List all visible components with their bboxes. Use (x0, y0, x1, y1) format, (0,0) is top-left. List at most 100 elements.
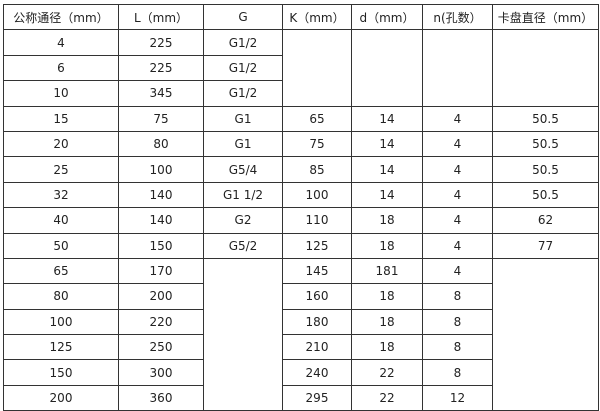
cell-thread-g: G1/2 (203, 29, 283, 56)
cell-k: 240 (282, 359, 352, 386)
cell-hole-count: 4 (422, 105, 493, 132)
header-length: L（mm） (118, 3, 204, 31)
cell-nominal-diameter: 65 (3, 257, 119, 285)
table-row: 6 225 G1/2 (3, 54, 599, 82)
cell-d: 18 (351, 283, 423, 310)
cell-length: 300 (118, 359, 204, 386)
cell-k: 110 (282, 207, 352, 234)
cell-d: 181 (351, 257, 423, 285)
cell-thread-g: G1/2 (203, 54, 283, 82)
cell-k: 85 (282, 156, 352, 183)
cell-thread-g: G2 (203, 207, 283, 234)
cell-k: 295 (282, 384, 352, 411)
cell-nominal-diameter: 125 (3, 334, 119, 361)
cell-length: 225 (118, 29, 204, 56)
table-row: 200 360 295 22 12 (3, 384, 599, 411)
table-row: 25 100 G5/4 85 14 4 50.5 (3, 156, 599, 183)
cell-k: 180 (282, 308, 352, 336)
cell-hole-count: 4 (422, 130, 493, 158)
cell-k: 75 (282, 130, 352, 158)
header-chuck-diameter: 卡盘直径（mm） (492, 3, 599, 31)
cell-thread-g: G1/2 (203, 80, 283, 107)
cell-d (351, 29, 423, 107)
cell-k: 125 (282, 232, 352, 259)
cell-thread-g: G5/4 (203, 156, 283, 183)
cell-length: 225 (118, 54, 204, 82)
cell-length: 345 (118, 80, 204, 107)
cell-d: 14 (351, 156, 423, 183)
cell-length: 170 (118, 257, 204, 285)
table-row: 125 250 210 18 8 (3, 334, 599, 361)
cell-nominal-diameter: 10 (3, 80, 119, 107)
cell-hole-count: 4 (422, 181, 493, 209)
cell-nominal-diameter: 15 (3, 105, 119, 132)
cell-thread-g (203, 257, 283, 411)
cell-thread-g: G5/2 (203, 232, 283, 259)
cell-hole-count: 4 (422, 257, 493, 285)
cell-nominal-diameter: 200 (3, 384, 119, 411)
header-k: K（mm） (282, 3, 352, 31)
header-nominal-diameter: 公称通径（mm） (3, 3, 119, 31)
table-row: 50 150 G5/2 125 18 4 77 (3, 232, 599, 259)
cell-length: 250 (118, 334, 204, 361)
header-row: 公称通径（mm） L（mm） G K（mm） d（mm） n(孔数） 卡盘直径（mm） (3, 3, 599, 31)
header-thread-g: G (203, 3, 283, 31)
cell-nominal-diameter: 40 (3, 207, 119, 234)
cell-nominal-diameter: 50 (3, 232, 119, 259)
cell-d: 22 (351, 359, 423, 386)
cell-k: 100 (282, 181, 352, 209)
cell-chuck-diameter: 50.5 (492, 105, 599, 132)
cell-length: 80 (118, 130, 204, 158)
cell-d: 18 (351, 232, 423, 259)
cell-k (282, 29, 352, 107)
cell-thread-g: G1 (203, 105, 283, 132)
header-hole-count: n(孔数） (422, 3, 493, 31)
cell-chuck-diameter: 50.5 (492, 130, 599, 158)
cell-hole-count: 4 (422, 232, 493, 259)
cell-length: 200 (118, 283, 204, 310)
cell-chuck-diameter: 62 (492, 207, 599, 234)
table-row: 15 75 G1 65 14 4 50.5 (3, 105, 599, 132)
cell-hole-count: 4 (422, 207, 493, 234)
cell-nominal-diameter: 20 (3, 130, 119, 158)
cell-nominal-diameter: 100 (3, 308, 119, 336)
cell-k: 160 (282, 283, 352, 310)
cell-d: 22 (351, 384, 423, 411)
cell-hole-count: 8 (422, 359, 493, 386)
cell-nominal-diameter: 25 (3, 156, 119, 183)
cell-length: 150 (118, 232, 204, 259)
cell-d: 14 (351, 181, 423, 209)
cell-chuck-diameter (492, 257, 599, 411)
cell-k: 210 (282, 334, 352, 361)
cell-chuck-diameter: 50.5 (492, 181, 599, 209)
cell-hole-count: 8 (422, 283, 493, 310)
cell-nominal-diameter: 32 (3, 181, 119, 209)
cell-hole-count (422, 29, 493, 107)
cell-d: 14 (351, 105, 423, 132)
cell-chuck-diameter (492, 29, 599, 107)
cell-nominal-diameter: 6 (3, 54, 119, 82)
cell-length: 75 (118, 105, 204, 132)
cell-d: 14 (351, 130, 423, 158)
cell-k: 145 (282, 257, 352, 285)
cell-length: 220 (118, 308, 204, 336)
cell-d: 18 (351, 207, 423, 234)
cell-chuck-diameter: 77 (492, 232, 599, 259)
cell-hole-count: 4 (422, 156, 493, 183)
cell-length: 360 (118, 384, 204, 411)
cell-thread-g: G1 (203, 130, 283, 158)
cell-length: 100 (118, 156, 204, 183)
header-d: d（mm） (351, 3, 423, 31)
cell-length: 140 (118, 207, 204, 234)
table-row: 80 200 160 18 8 (3, 283, 599, 310)
table-row: 32 140 G1 1/2 100 14 4 50.5 (3, 181, 599, 209)
specification-table: 公称通径（mm） L（mm） G K（mm） d（mm） n(孔数） 卡盘直径（mm） 4 22… (3, 3, 599, 411)
table-row: 4 225 G1/2 (3, 29, 599, 107)
table-row: 65 170 145 181 4 (3, 257, 599, 411)
cell-hole-count: 8 (422, 308, 493, 336)
cell-d: 18 (351, 308, 423, 336)
table-row: 150 300 240 22 8 (3, 359, 599, 386)
cell-nominal-diameter: 150 (3, 359, 119, 386)
cell-hole-count: 8 (422, 334, 493, 361)
cell-chuck-diameter: 50.5 (492, 156, 599, 183)
